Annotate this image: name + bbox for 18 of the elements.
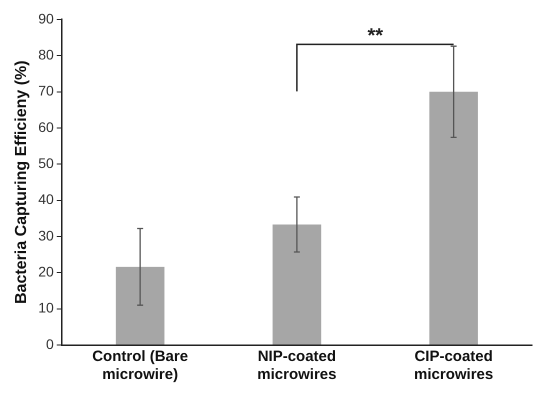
y-axis-title: Bacteria Capturing Efficieny (%) [13, 60, 30, 304]
y-tick-label: 0 [46, 336, 54, 352]
y-tick-label: 50 [38, 154, 54, 171]
y-tick-label: 70 [38, 82, 54, 99]
bar [116, 266, 164, 344]
y-tick-label: 10 [38, 300, 54, 316]
y-tick-label: 30 [38, 227, 54, 244]
x-tick-label: CIP-coated microwires [414, 348, 494, 384]
x-tick-label: NIP-coated microwires [257, 348, 336, 384]
bar [429, 92, 478, 344]
y-tick-label: 40 [38, 191, 54, 208]
y-tick-label: 20 [38, 264, 54, 280]
y-tick-label: 80 [38, 46, 54, 62]
y-tick-label: 60 [38, 118, 54, 135]
annotation: ** [367, 24, 384, 47]
y-tick-label: 90 [38, 10, 54, 26]
bar [272, 224, 322, 344]
x-tick-label: Control (Bare microwire) [92, 348, 188, 384]
